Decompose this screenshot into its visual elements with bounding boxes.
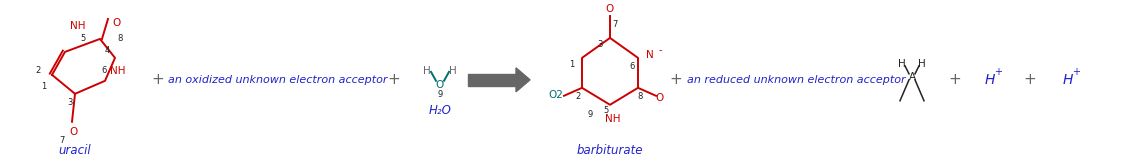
Text: 9: 9 <box>438 90 442 99</box>
Text: 2: 2 <box>36 66 40 75</box>
Text: H: H <box>449 66 457 76</box>
Text: 2: 2 <box>575 92 581 101</box>
Text: O2: O2 <box>549 90 564 100</box>
Text: O: O <box>656 93 665 103</box>
Text: 7: 7 <box>612 21 618 29</box>
Text: +: + <box>1072 67 1080 77</box>
Text: 5: 5 <box>80 34 86 43</box>
Text: 4: 4 <box>104 46 110 55</box>
Text: +: + <box>1023 72 1036 87</box>
Text: 1: 1 <box>41 82 47 91</box>
Text: 1: 1 <box>570 60 574 69</box>
Text: barbiturate: barbiturate <box>576 144 643 157</box>
Text: O: O <box>112 18 121 28</box>
Text: +: + <box>949 72 961 87</box>
Text: H: H <box>1062 73 1073 87</box>
Text: NH: NH <box>110 66 126 76</box>
Text: 3: 3 <box>68 98 72 107</box>
Text: 8: 8 <box>637 92 643 101</box>
Text: +: + <box>994 67 1002 77</box>
Text: 7: 7 <box>60 136 64 145</box>
Polygon shape <box>516 68 529 92</box>
Text: NH: NH <box>70 21 86 31</box>
Text: A: A <box>909 72 916 82</box>
Text: +: + <box>387 72 400 87</box>
Text: 6: 6 <box>101 66 107 75</box>
Text: uracil: uracil <box>58 144 92 157</box>
Text: 9: 9 <box>588 110 592 119</box>
Text: H: H <box>898 59 905 69</box>
Text: 5: 5 <box>604 106 609 115</box>
Text: +: + <box>151 72 164 87</box>
Text: an reduced unknown electron acceptor: an reduced unknown electron acceptor <box>686 75 905 85</box>
Text: NH: NH <box>605 114 621 124</box>
Text: H: H <box>423 66 431 76</box>
Text: O: O <box>606 4 614 14</box>
Text: +: + <box>669 72 682 87</box>
Text: O: O <box>70 127 78 137</box>
Text: N: N <box>646 50 654 60</box>
Text: 3: 3 <box>597 40 603 49</box>
Text: H₂O: H₂O <box>429 104 452 117</box>
Text: H: H <box>918 59 926 69</box>
Text: an oxidized unknown electron acceptor: an oxidized unknown electron acceptor <box>168 75 387 85</box>
Text: H: H <box>984 73 995 87</box>
Text: 6: 6 <box>629 62 635 71</box>
Text: 8: 8 <box>117 34 123 43</box>
Text: -: - <box>658 45 661 55</box>
Text: O: O <box>435 80 445 90</box>
